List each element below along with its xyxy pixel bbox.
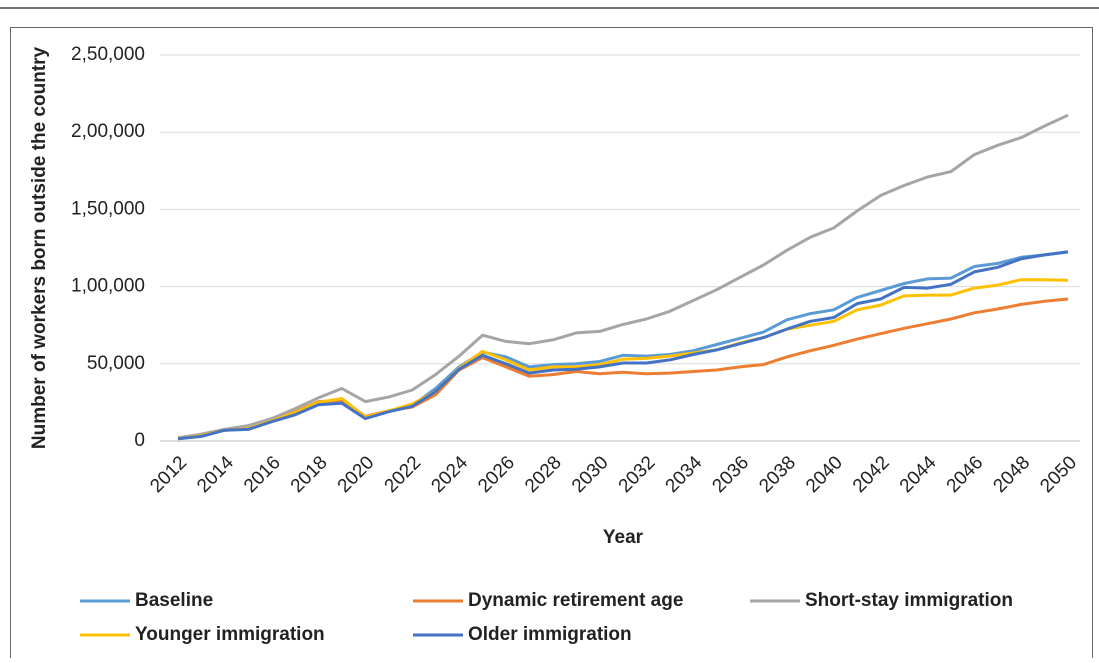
x-tick-label: 2036	[708, 452, 753, 497]
legend-label: Older immigration	[468, 624, 632, 645]
series-line	[177, 278, 1069, 441]
series-line	[177, 113, 1069, 440]
legend-label: Short-stay immigration	[805, 590, 1013, 611]
x-tick-label: 2038	[755, 452, 800, 497]
y-tick-label: 50,000	[87, 353, 145, 374]
x-tick-label: 2044	[896, 452, 941, 497]
x-tick-label: 2026	[474, 452, 519, 497]
x-tick-label: 2020	[334, 452, 379, 497]
x-tick-label: 2048	[989, 452, 1034, 497]
x-tick-label: 2046	[943, 452, 988, 497]
x-tick-label: 2016	[240, 452, 285, 497]
legend-label: Baseline	[135, 590, 213, 611]
chart-frame	[10, 27, 1093, 663]
y-tick-label: 2,00,000	[71, 121, 145, 142]
series-line	[177, 297, 1069, 441]
x-axis-title: Year	[603, 527, 644, 548]
x-tick-label: 2030	[568, 452, 613, 497]
y-tick-label: 1,00,000	[71, 276, 145, 297]
y-tick-label: 0	[134, 430, 145, 451]
x-tick-label: 2050	[1036, 452, 1081, 497]
x-tick-label: 2022	[381, 452, 426, 497]
x-tick-label: 2034	[662, 452, 707, 497]
legend-label: Younger immigration	[135, 624, 325, 645]
x-tick-label: 2032	[615, 452, 660, 497]
legend-label: Dynamic retirement age	[468, 590, 683, 611]
x-tick-label: 2012	[146, 452, 191, 497]
series-line	[177, 250, 1069, 441]
y-axis-title: Number of workers born outside the count…	[29, 46, 50, 449]
x-tick-label: 2040	[802, 452, 847, 497]
y-tick-label: 2,50,000	[71, 44, 145, 65]
x-tick-label: 2028	[521, 452, 566, 497]
x-tick-label: 2024	[427, 452, 472, 497]
series-line	[177, 250, 1069, 441]
y-tick-label: 1,50,000	[71, 198, 145, 219]
x-tick-label: 2018	[287, 452, 332, 497]
x-tick-label: 2014	[193, 452, 238, 497]
x-tick-label: 2042	[849, 452, 894, 497]
